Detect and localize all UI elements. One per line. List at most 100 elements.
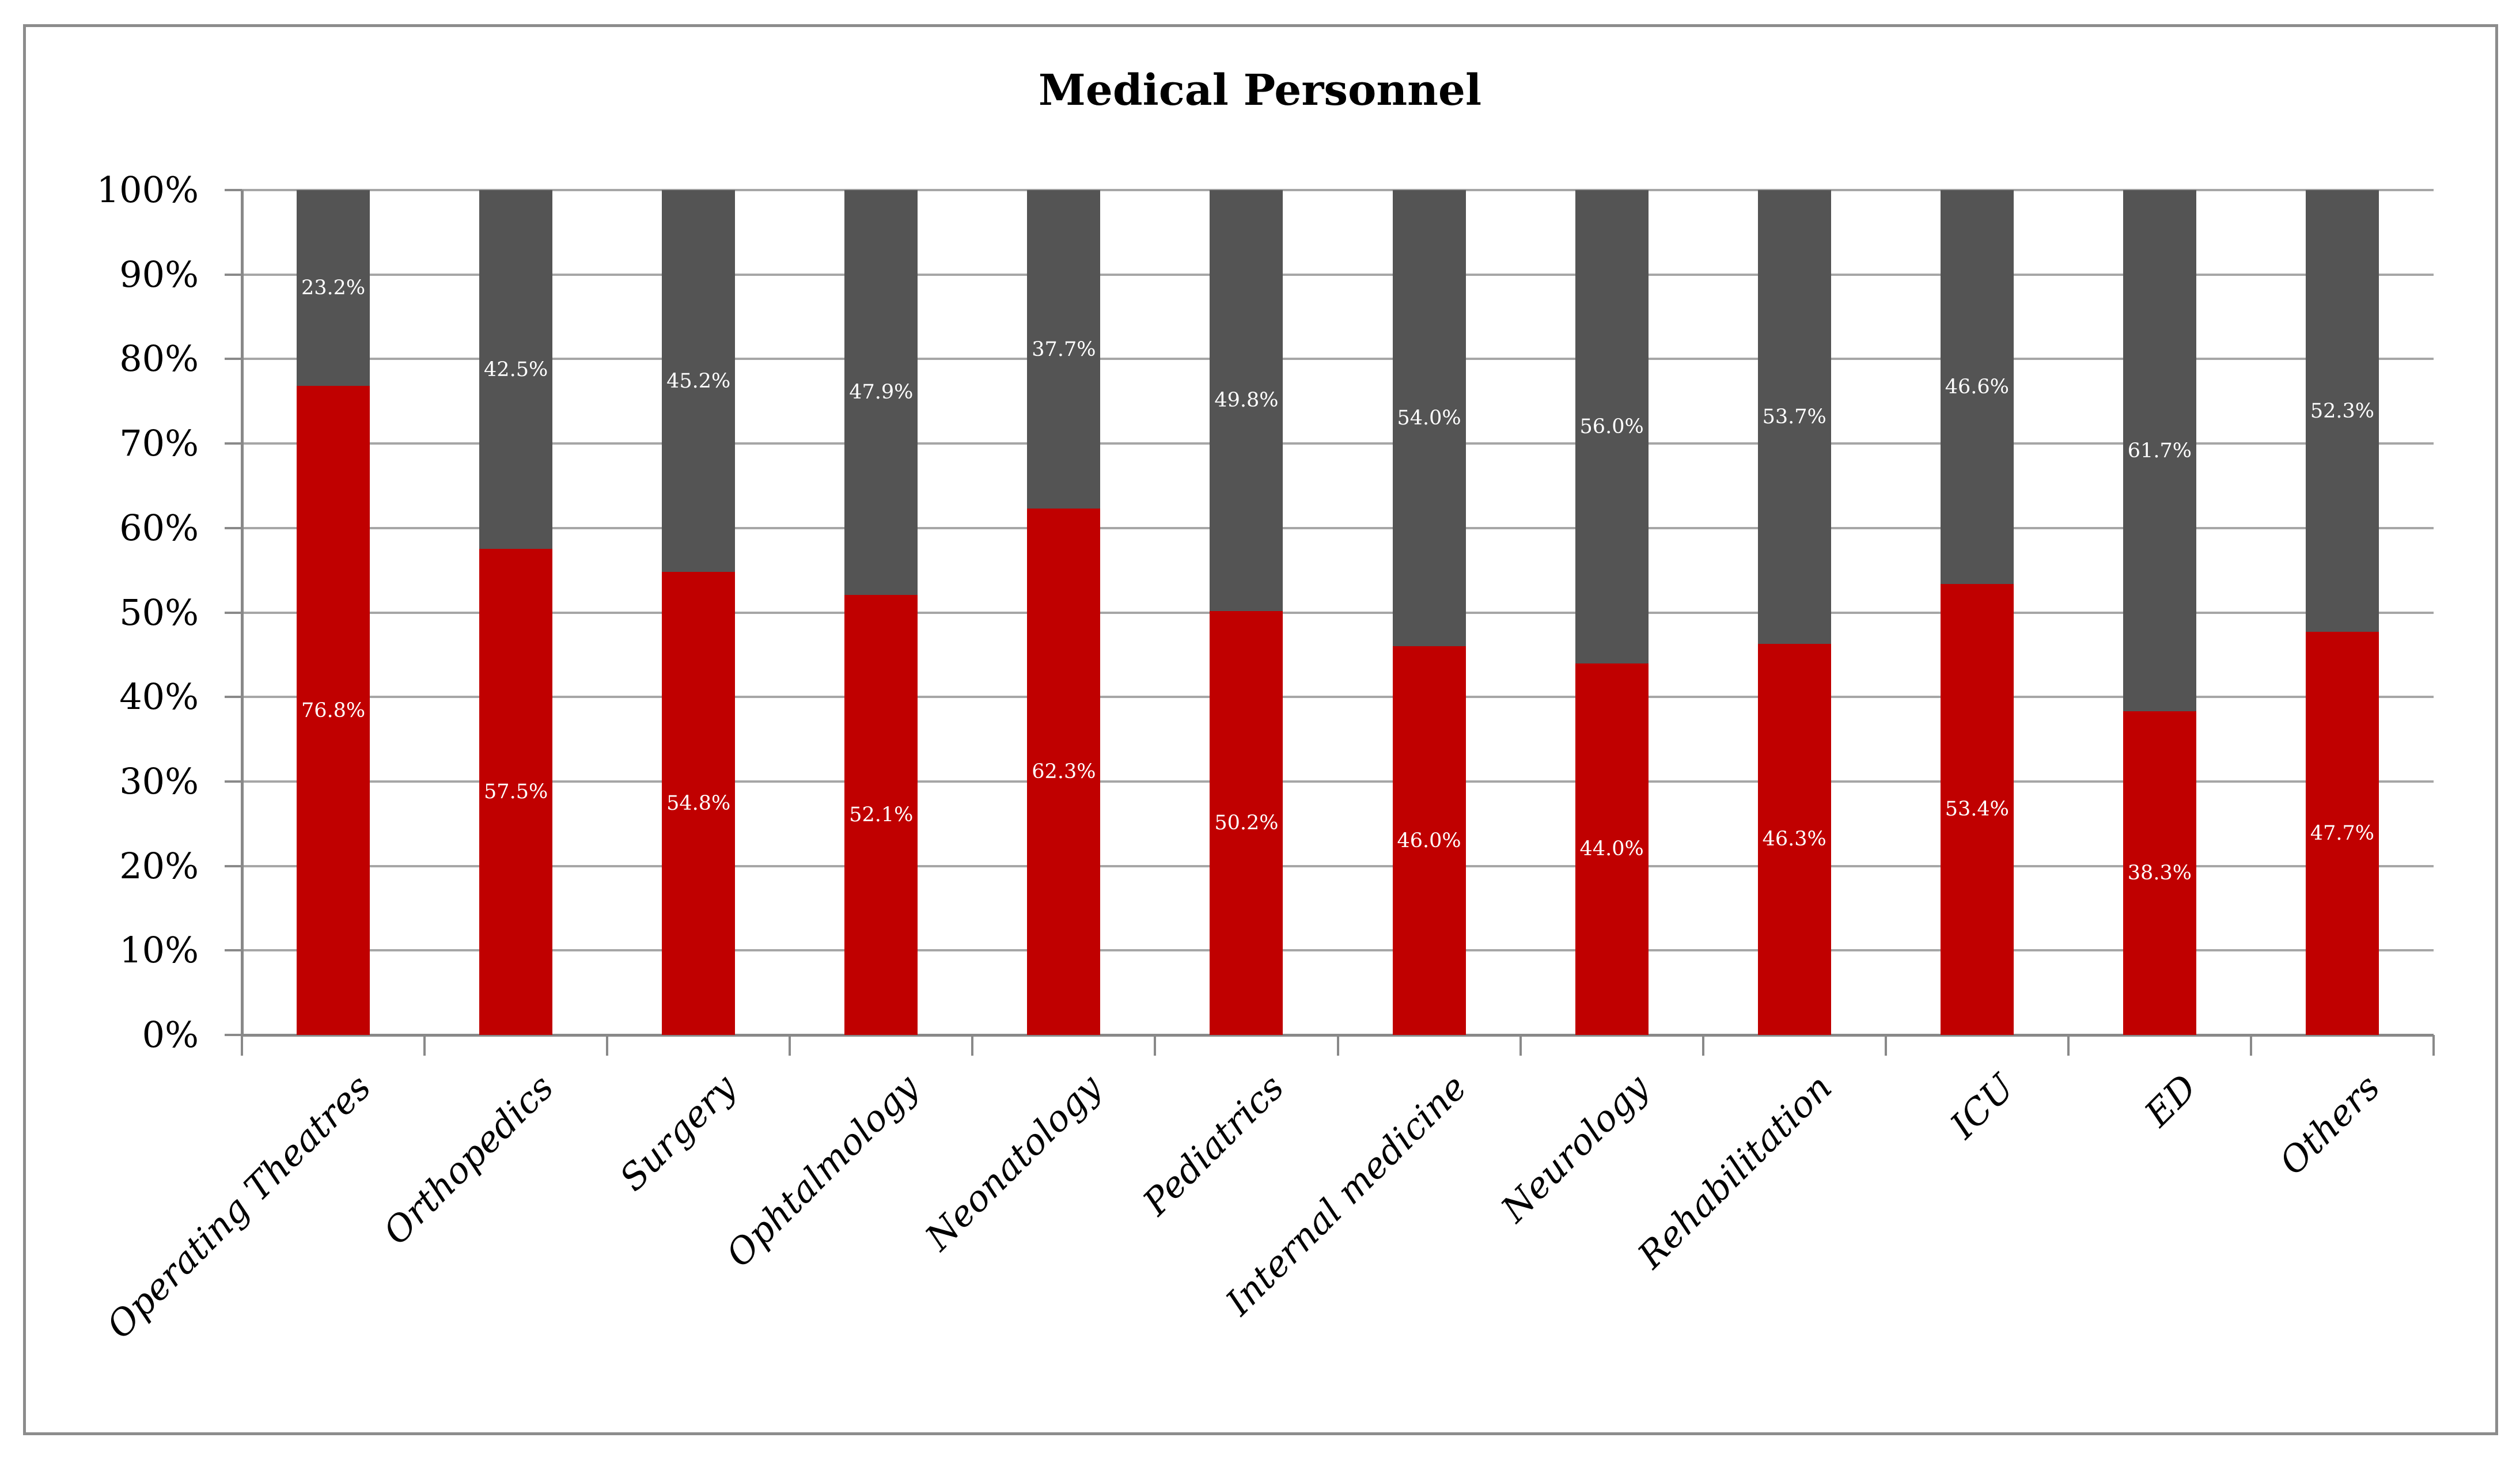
bar-rehabilitation: 53.7% 46.3%	[1757, 190, 1831, 1035]
y-axis-tick-label: 90%	[119, 253, 199, 295]
data-label: 52.3%	[2310, 399, 2375, 423]
x-axis-tick	[1702, 1035, 1704, 1056]
bar-segment-red: 38.3%	[2123, 711, 2196, 1035]
y-axis-tick	[225, 358, 242, 361]
gridline	[242, 949, 2434, 952]
data-label: 54.0%	[1397, 407, 1461, 430]
gridline	[242, 273, 2434, 276]
x-axis-tick	[1336, 1035, 1339, 1056]
y-axis-tick-label: 100%	[96, 169, 199, 211]
data-label: 45.2%	[666, 369, 731, 393]
bar-segment-red: 46.3%	[1757, 643, 1831, 1035]
bar-segment-gray: 53.7%	[1757, 190, 1831, 644]
x-axis-tick	[241, 1035, 243, 1056]
gridline	[242, 611, 2434, 614]
data-label: 54.8%	[666, 792, 731, 816]
gridline	[242, 358, 2434, 361]
data-label: 62.3%	[1032, 760, 1096, 784]
data-label: 53.4%	[1945, 798, 2009, 821]
bar-segment-gray: 54.0%	[1392, 190, 1466, 647]
bar-segment-gray: 42.5%	[479, 190, 553, 549]
data-label: 46.3%	[1762, 828, 1826, 851]
x-axis-tick	[423, 1035, 426, 1056]
data-label: 49.8%	[1214, 389, 1279, 412]
data-label: 46.0%	[1397, 829, 1461, 852]
bar-segment-gray: 49.8%	[1210, 190, 1283, 611]
bar-segment-red: 57.5%	[479, 549, 553, 1035]
y-axis-tick	[225, 780, 242, 783]
y-axis-tick	[225, 864, 242, 867]
bar-segment-red: 62.3%	[1027, 509, 1101, 1035]
y-axis-tick	[225, 949, 242, 952]
bar-ed: 61.7% 38.3%	[2123, 190, 2196, 1035]
bar-icu: 46.6% 53.4%	[1940, 190, 2014, 1035]
bar-ophtalmology: 47.9% 52.1%	[844, 190, 918, 1035]
x-axis-tick	[971, 1035, 974, 1056]
chart-title: Medical Personnel	[1038, 66, 1482, 115]
y-axis-tick	[225, 442, 242, 445]
data-label: 38.3%	[2127, 862, 2192, 885]
gridline	[242, 864, 2434, 867]
bar-segment-gray: 61.7%	[2123, 190, 2196, 712]
data-label: 76.8%	[301, 699, 366, 722]
bar-segment-red: 52.1%	[844, 594, 918, 1035]
y-axis-tick	[225, 189, 242, 191]
y-axis-tick-label: 0%	[142, 1014, 199, 1056]
y-axis-tick-label: 30%	[119, 760, 199, 802]
gridline	[242, 780, 2434, 783]
bar-segment-red: 53.4%	[1940, 583, 2014, 1035]
y-axis-tick	[225, 611, 242, 614]
bar-neurology: 56.0% 44.0%	[1575, 190, 1649, 1035]
data-label: 52.1%	[849, 803, 914, 826]
data-label: 46.6%	[1945, 375, 2009, 399]
y-axis-tick-label: 40%	[119, 676, 199, 718]
y-axis-tick	[225, 273, 242, 276]
y-axis-tick-label: 50%	[119, 591, 199, 634]
data-label: 57.5%	[484, 780, 548, 804]
bar-segment-red: 46.0%	[1392, 646, 1466, 1035]
data-label: 23.2%	[301, 276, 366, 300]
bar-segment-red: 44.0%	[1575, 663, 1649, 1035]
bar-segment-red: 50.2%	[1210, 610, 1283, 1035]
bar-internal-medicine: 54.0% 46.0%	[1392, 190, 1466, 1035]
data-label: 50.2%	[1214, 811, 1279, 835]
gridline	[242, 696, 2434, 699]
bar-segment-gray: 56.0%	[1575, 190, 1649, 663]
y-axis-tick-label: 70%	[119, 422, 199, 465]
gridline	[242, 189, 2434, 191]
bar-pediatrics: 49.8% 50.2%	[1210, 190, 1283, 1035]
bar-segment-gray: 47.9%	[844, 190, 918, 595]
bar-surgery: 45.2% 54.8%	[662, 190, 736, 1035]
bar-others: 52.3% 47.7%	[2305, 190, 2379, 1035]
data-label: 47.7%	[2310, 822, 2375, 845]
bar-segment-gray: 52.3%	[2305, 190, 2379, 632]
x-axis-tick	[1884, 1035, 1887, 1056]
bar-neonatology: 37.7% 62.3%	[1027, 190, 1101, 1035]
y-axis-tick-label: 80%	[119, 337, 199, 380]
data-label: 42.5%	[484, 358, 548, 381]
x-axis-tick	[1519, 1035, 1522, 1056]
x-axis-tick	[2067, 1035, 2070, 1056]
y-axis-tick	[225, 526, 242, 529]
bar-orthopedics: 42.5% 57.5%	[479, 190, 553, 1035]
bar-segment-gray: 45.2%	[662, 190, 736, 572]
data-label: 37.7%	[1032, 337, 1096, 361]
data-label: 61.7%	[2127, 439, 2192, 462]
bar-segment-gray: 37.7%	[1027, 190, 1101, 509]
y-axis-tick	[225, 696, 242, 699]
gridline	[242, 526, 2434, 529]
bar-operating-theatres: 23.2% 76.8%	[297, 190, 370, 1035]
y-axis-line	[241, 190, 244, 1035]
y-axis-tick-label: 20%	[119, 844, 199, 887]
x-axis-tick	[2432, 1035, 2435, 1056]
x-axis-tick	[1154, 1035, 1157, 1056]
bar-segment-red: 54.8%	[662, 572, 736, 1035]
bar-segment-gray: 46.6%	[1940, 190, 2014, 584]
y-axis-tick-label: 10%	[119, 929, 199, 972]
y-axis-tick	[225, 1034, 242, 1036]
x-axis-tick	[789, 1035, 791, 1056]
bar-segment-red: 47.7%	[2305, 632, 2379, 1035]
x-axis-tick	[2249, 1035, 2252, 1056]
bar-segment-red: 76.8%	[297, 386, 370, 1035]
